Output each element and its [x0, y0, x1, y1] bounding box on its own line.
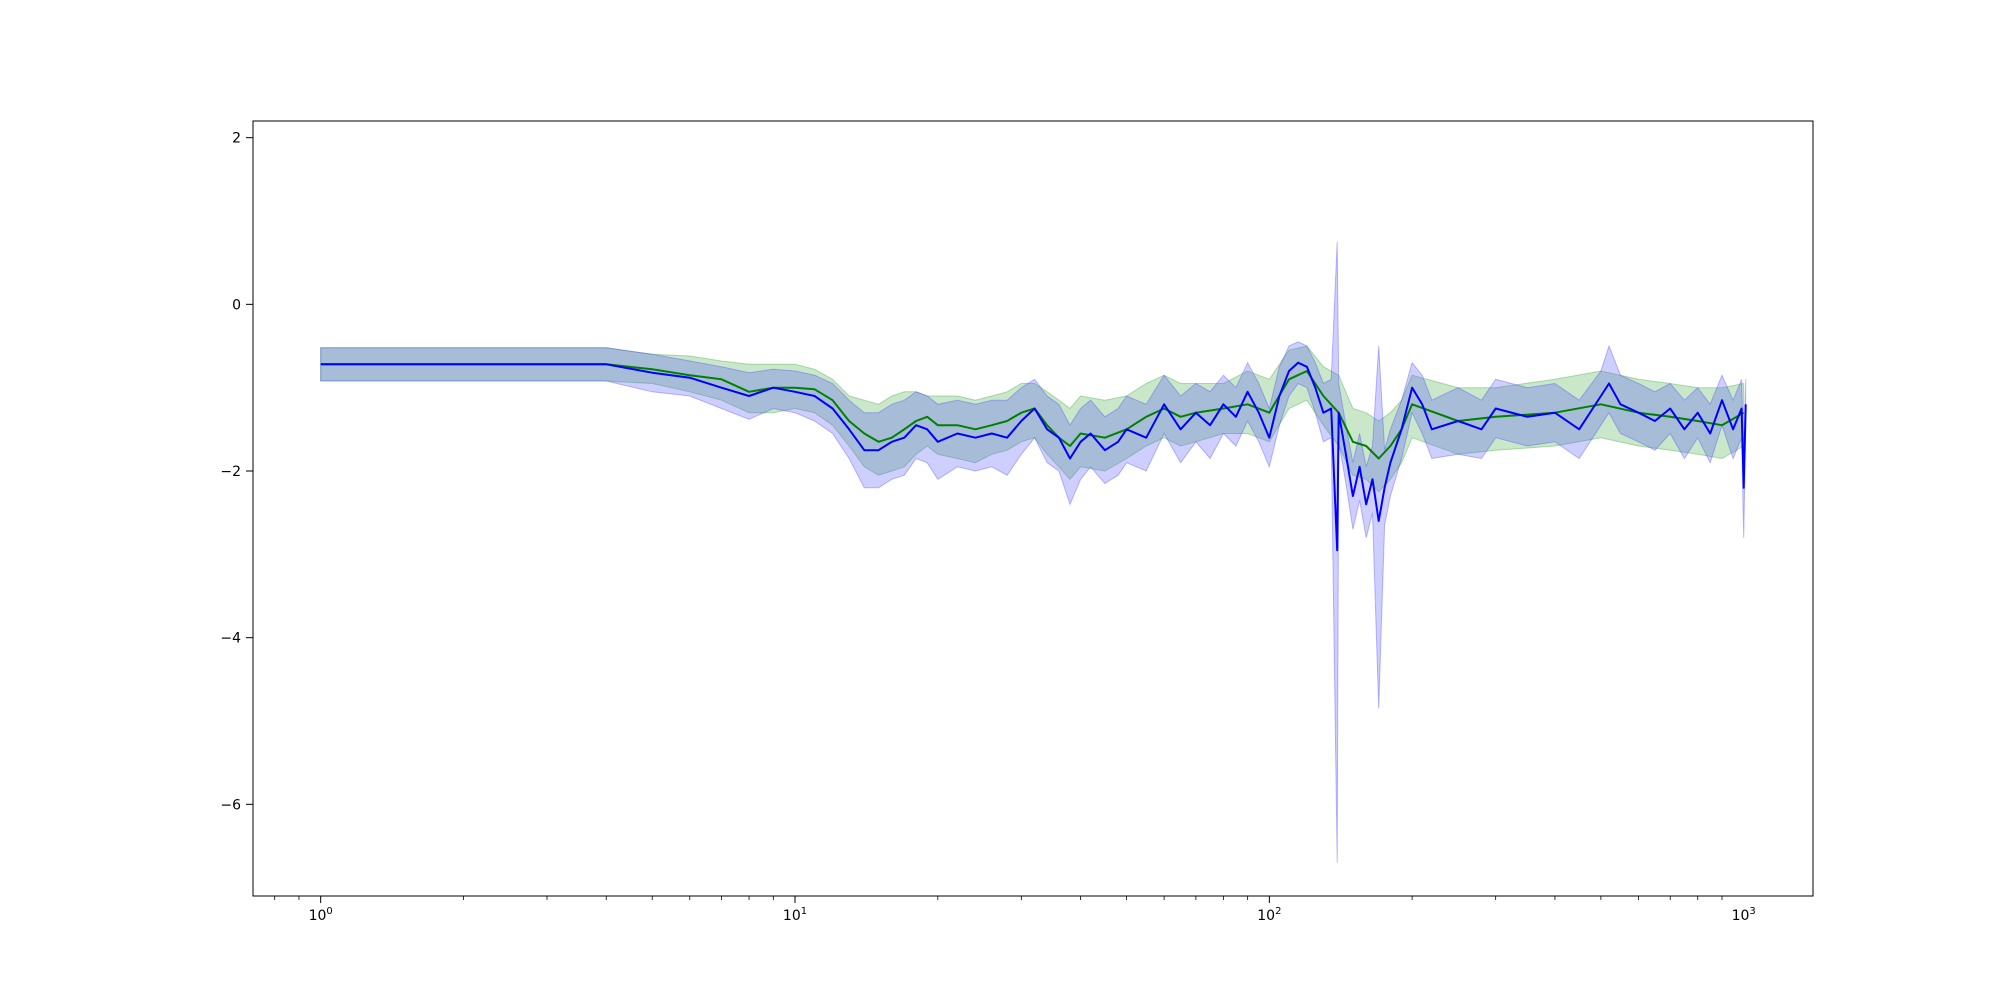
x-tick-label: 102 — [1257, 906, 1281, 924]
x-axis: 100 101 102 103 — [274, 896, 1756, 924]
y-tick-label: 0 — [232, 297, 241, 313]
y-tick-label: 2 — [232, 131, 241, 147]
plot-area — [320, 241, 1747, 863]
x-tick-label: 101 — [783, 906, 807, 924]
plot-frame — [252, 120, 1814, 897]
y-tick-label: −6 — [220, 797, 241, 813]
x-tick-label: 103 — [1732, 906, 1756, 924]
y-tick-label: −4 — [220, 631, 241, 647]
y-axis: 2 0 −2 −4 −6 — [220, 131, 253, 813]
series-0-line — [320, 363, 1745, 460]
series-1-line — [320, 361, 1747, 552]
y-tick-label: −2 — [220, 464, 241, 480]
x-tick-label: 100 — [309, 906, 333, 924]
